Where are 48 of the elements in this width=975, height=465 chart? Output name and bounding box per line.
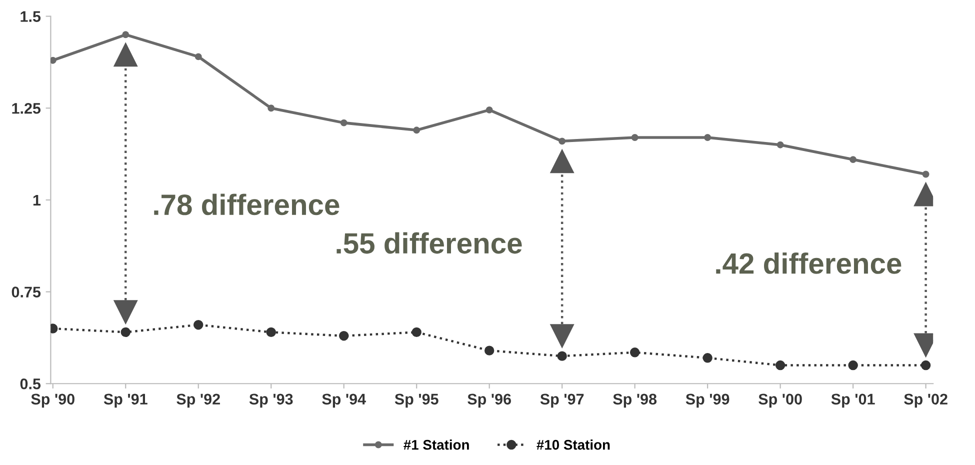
x-tick-label: Sp '02 — [904, 394, 948, 408]
point — [413, 126, 420, 134]
point — [338, 331, 349, 341]
x-tick-label: Sp '99 — [686, 394, 730, 408]
point — [194, 320, 204, 330]
x-tick-label: Sp '00 — [758, 394, 802, 408]
x-tick-label: Sp '93 — [249, 394, 293, 408]
point — [558, 138, 566, 145]
point — [120, 327, 130, 338]
x-tick-label: Sp '90 — [31, 394, 74, 408]
x-tick-label: Sp '98 — [613, 394, 657, 408]
x-tick-label: Sp '91 — [104, 394, 148, 408]
annotation: .55 difference — [336, 232, 522, 254]
x-tick-label: Sp '97 — [540, 394, 584, 408]
annotation: .78 difference — [154, 194, 340, 216]
x-tick-label: Sp '92 — [176, 394, 220, 408]
annotation: .42 difference — [716, 252, 902, 274]
point — [775, 360, 786, 370]
point — [484, 346, 494, 356]
legend-label: #10 Station — [536, 440, 610, 450]
y-tick-label: 0.5 — [20, 378, 41, 390]
point — [412, 327, 422, 338]
legend-label: #1 Station — [404, 440, 469, 450]
point — [122, 31, 130, 38]
point — [268, 104, 275, 112]
point — [340, 119, 348, 126]
x-tick-label: Sp '96 — [468, 394, 511, 408]
point — [848, 360, 858, 370]
point — [50, 56, 56, 64]
y-tick-label: 1.5 — [20, 11, 41, 22]
y-tick-label: 1.25 — [12, 102, 41, 114]
point — [920, 360, 931, 370]
point — [850, 156, 857, 164]
point — [704, 134, 712, 141]
y-tick-label: 1 — [33, 194, 41, 206]
point — [486, 106, 493, 114]
point — [557, 351, 567, 361]
x-tick-label: Sp '95 — [394, 394, 438, 408]
x-tick-label: Sp '01 — [831, 394, 875, 408]
x-tick-label: Sp '94 — [322, 394, 366, 408]
point — [630, 348, 640, 358]
point — [194, 53, 202, 60]
point — [702, 353, 712, 363]
point — [631, 134, 638, 141]
point — [922, 170, 930, 178]
point — [266, 327, 276, 338]
y-tick-label: 0.75 — [12, 286, 41, 298]
point — [776, 141, 784, 148]
